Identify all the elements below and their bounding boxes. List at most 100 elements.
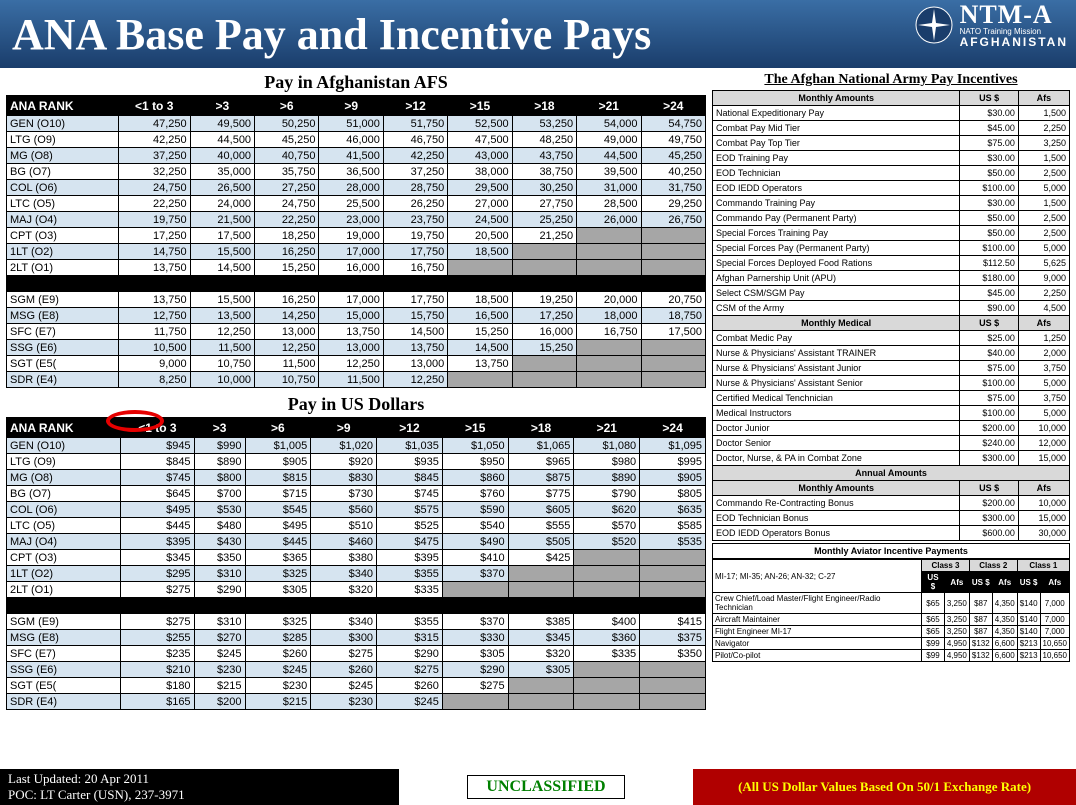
value-cell: $480 [194, 518, 245, 534]
col-header: >18 [512, 96, 576, 116]
value-cell: $745 [377, 486, 443, 502]
inc-cell: Combat Medic Pay [713, 331, 960, 346]
value-cell: $760 [442, 486, 508, 502]
value-cell: $730 [311, 486, 377, 502]
value-cell: 28,000 [319, 180, 383, 196]
aviator-cell: $140 [1017, 626, 1040, 638]
rank-cell: 1LT (O2) [7, 566, 121, 582]
inc-cell: $75.00 [960, 136, 1019, 151]
value-cell: $490 [442, 534, 508, 550]
value-cell: 45,250 [255, 132, 319, 148]
rank-cell: MSG (E8) [7, 308, 119, 324]
aviator-cell: $99 [922, 650, 945, 662]
value-cell: $180 [121, 678, 194, 694]
col-header: >6 [245, 418, 311, 438]
value-cell: 28,500 [577, 196, 641, 212]
value-cell: $815 [245, 470, 311, 486]
value-cell [512, 260, 576, 276]
footer-updated: Last Updated: 20 Apr 2011 [8, 771, 391, 787]
value-cell: 32,250 [118, 164, 190, 180]
value-cell: $325 [245, 614, 311, 630]
value-cell: 13,750 [118, 260, 190, 276]
value-cell: $510 [311, 518, 377, 534]
value-cell: 54,000 [577, 116, 641, 132]
rank-cell: SGT (E5( [7, 678, 121, 694]
value-cell: 44,500 [577, 148, 641, 164]
rank-cell: SDR (E4) [7, 694, 121, 710]
col-header: >24 [641, 96, 706, 116]
value-cell: $210 [121, 662, 194, 678]
inc-cell: 30,000 [1018, 526, 1069, 541]
value-cell: 27,750 [512, 196, 576, 212]
rank-cell: GEN (O10) [7, 116, 119, 132]
value-cell [640, 662, 706, 678]
col-header: >12 [383, 96, 447, 116]
aviator-class: Class 1 [1017, 560, 1069, 572]
inc-cell: EOD Training Pay [713, 151, 960, 166]
value-cell: $275 [121, 582, 194, 598]
value-cell: 17,250 [118, 228, 190, 244]
value-cell: 28,750 [383, 180, 447, 196]
value-cell [574, 678, 640, 694]
value-cell [448, 372, 512, 388]
aviator-cell: 6,600 [992, 638, 1017, 650]
value-cell: $560 [311, 502, 377, 518]
inc-cell: 2,000 [1018, 346, 1069, 361]
col-header: <1 to 3 [118, 96, 190, 116]
value-cell: 13,000 [383, 356, 447, 372]
value-cell: $370 [442, 566, 508, 582]
inc-cell: Special Forces Pay (Permanent Party) [713, 241, 960, 256]
aviator-cell: 4,950 [944, 638, 969, 650]
value-cell: 35,750 [255, 164, 319, 180]
inc-cell: Doctor, Nurse, & PA in Combat Zone [713, 451, 960, 466]
value-cell: $905 [640, 470, 706, 486]
value-cell: 53,250 [512, 116, 576, 132]
inc-cell: $50.00 [960, 211, 1019, 226]
value-cell: $830 [311, 470, 377, 486]
value-cell: $255 [121, 630, 194, 646]
value-cell: $495 [121, 502, 194, 518]
value-cell: 15,250 [512, 340, 576, 356]
inc-cell: $200.00 [960, 421, 1019, 436]
aviator-cell: 7,000 [1040, 593, 1069, 614]
value-cell: 22,250 [255, 212, 319, 228]
value-cell: $860 [442, 470, 508, 486]
value-cell: $845 [377, 470, 443, 486]
inc-cell: $50.00 [960, 166, 1019, 181]
inc-header: Afs [1018, 91, 1069, 106]
value-cell: $325 [245, 566, 311, 582]
aviator-cell: $132 [969, 650, 992, 662]
value-cell [512, 372, 576, 388]
aviator-cell: $87 [969, 614, 992, 626]
rank-cell: MG (O8) [7, 470, 121, 486]
aviator-subhead: Afs [1040, 572, 1069, 593]
value-cell: 15,750 [383, 308, 447, 324]
col-header: <1 to 3 [121, 418, 194, 438]
inc-cell: 3,750 [1018, 391, 1069, 406]
inc-header: Afs [1018, 481, 1069, 496]
value-cell: $310 [194, 614, 245, 630]
rank-cell: COL (O6) [7, 502, 121, 518]
value-cell: 18,500 [448, 292, 512, 308]
aviator-cell: Flight Engineer MI-17 [713, 626, 922, 638]
value-cell: 38,750 [512, 164, 576, 180]
value-cell: 24,500 [448, 212, 512, 228]
value-cell [508, 678, 574, 694]
value-cell: $275 [377, 662, 443, 678]
value-cell: 21,250 [512, 228, 576, 244]
value-cell [574, 550, 640, 566]
inc-cell: $25.00 [960, 331, 1019, 346]
value-cell: $445 [121, 518, 194, 534]
value-cell: 18,750 [641, 308, 706, 324]
aviator-aircraft: MI-17; MI-35; AN-26; AN-32; C-27 [713, 560, 922, 593]
value-cell: 15,250 [255, 260, 319, 276]
aviator-cell: $140 [1017, 614, 1040, 626]
col-header: >3 [194, 418, 245, 438]
value-cell: 12,250 [190, 324, 254, 340]
value-cell: $430 [194, 534, 245, 550]
value-cell: 26,750 [641, 212, 706, 228]
inc-cell: 2,500 [1018, 226, 1069, 241]
value-cell: 14,250 [255, 308, 319, 324]
inc-cell: Combat Pay Mid Tier [713, 121, 960, 136]
value-cell: 16,250 [255, 292, 319, 308]
